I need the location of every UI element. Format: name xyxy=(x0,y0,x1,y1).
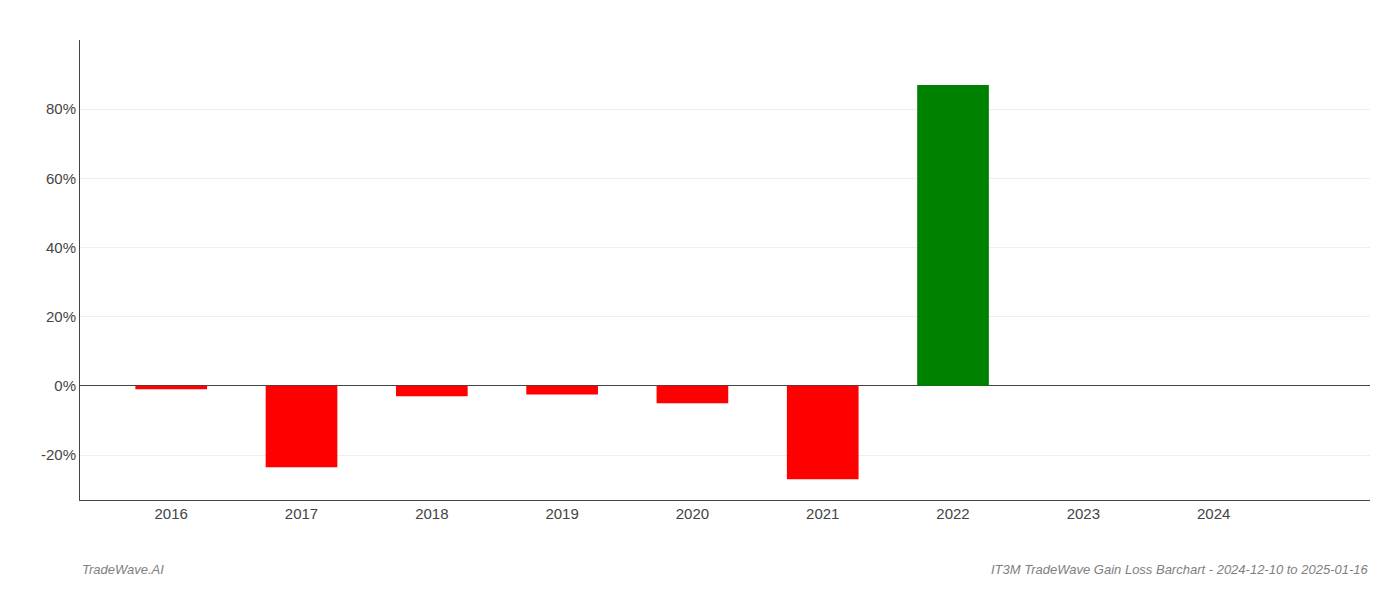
svg-text:0%: 0% xyxy=(54,377,76,394)
svg-text:2017: 2017 xyxy=(285,505,318,522)
svg-text:IT3M TradeWave Gain Loss Barch: IT3M TradeWave Gain Loss Barchart - 2024… xyxy=(991,562,1368,577)
svg-text:20%: 20% xyxy=(46,308,76,325)
svg-text:2016: 2016 xyxy=(155,505,188,522)
svg-text:60%: 60% xyxy=(46,170,76,187)
svg-text:2019: 2019 xyxy=(545,505,578,522)
svg-text:TradeWave.AI: TradeWave.AI xyxy=(82,562,164,577)
svg-text:2021: 2021 xyxy=(806,505,839,522)
svg-text:-20%: -20% xyxy=(41,446,76,463)
svg-text:40%: 40% xyxy=(46,239,76,256)
svg-text:80%: 80% xyxy=(46,100,76,117)
svg-text:2023: 2023 xyxy=(1067,505,1100,522)
svg-text:2020: 2020 xyxy=(676,505,709,522)
svg-text:2018: 2018 xyxy=(415,505,448,522)
svg-text:2022: 2022 xyxy=(936,505,969,522)
svg-text:2024: 2024 xyxy=(1197,505,1230,522)
